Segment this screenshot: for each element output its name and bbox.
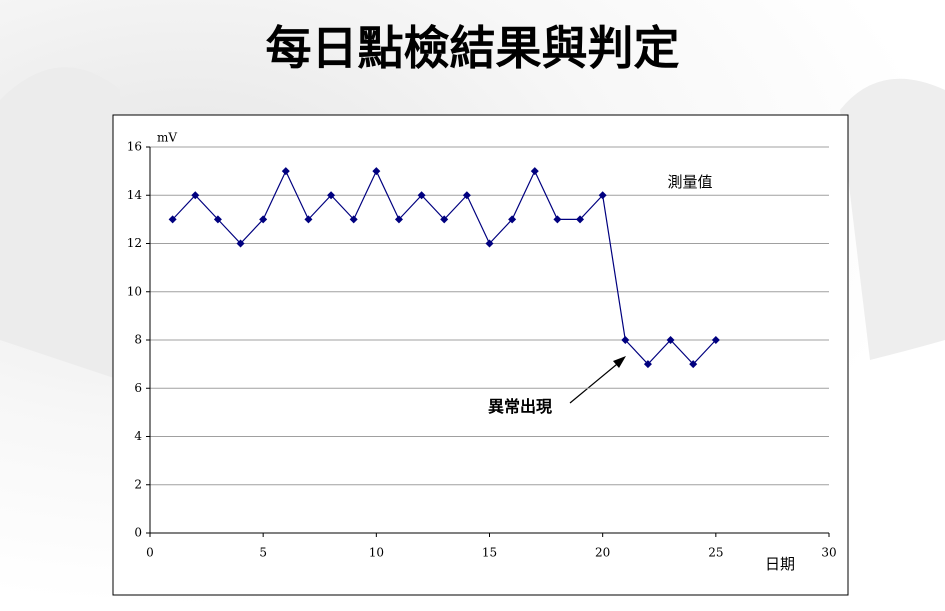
y-tick-label: 14	[127, 188, 143, 202]
y-tick-label: 2	[134, 477, 142, 491]
x-tick-label: 10	[369, 546, 384, 560]
data-point	[394, 215, 403, 224]
data-point	[621, 336, 630, 344]
data-point	[666, 336, 675, 344]
data-point	[711, 336, 720, 344]
data-point	[372, 167, 381, 176]
x-tick-label: 5	[259, 546, 267, 560]
x-tick-label: 30	[821, 546, 836, 560]
y-tick-label: 10	[127, 284, 142, 298]
y-tick-label: 12	[127, 236, 142, 250]
legend-entry: 測量值	[667, 174, 712, 191]
x-tick-label: 25	[708, 546, 723, 560]
x-tick-label: 0	[146, 546, 154, 560]
data-point	[259, 215, 268, 224]
data-point	[598, 191, 607, 200]
data-point	[462, 191, 471, 200]
data-point	[576, 215, 585, 224]
background-shape	[840, 78, 945, 360]
data-point	[304, 215, 313, 224]
y-axis-label: mV	[157, 131, 177, 145]
y-tick-label: 0	[134, 526, 142, 540]
x-tick-label: 15	[482, 546, 497, 560]
data-point	[213, 215, 222, 224]
data-point	[191, 191, 200, 200]
chart-frame	[112, 114, 849, 596]
data-point	[508, 215, 517, 224]
annotation-arrowhead	[613, 356, 626, 368]
y-tick-label: 16	[127, 140, 142, 154]
y-tick-label: 6	[134, 381, 142, 395]
data-point	[643, 360, 652, 369]
x-axis-label: 日期	[765, 556, 795, 573]
y-tick-label: 8	[134, 333, 142, 347]
slide-title: 每日點檢結果與判定	[265, 21, 680, 75]
background-shape	[0, 67, 120, 380]
data-point	[168, 215, 177, 224]
x-tick-label: 20	[595, 546, 610, 560]
annotation: 異常出現	[488, 397, 552, 416]
data-point	[689, 360, 698, 369]
data-point	[327, 191, 336, 200]
data-point	[417, 191, 426, 200]
data-point	[281, 167, 290, 176]
annotation-arrow	[569, 359, 623, 404]
data-point	[236, 239, 245, 248]
y-tick-label: 4	[134, 429, 142, 443]
data-point	[440, 215, 449, 224]
data-point	[530, 167, 539, 176]
data-point	[485, 239, 494, 248]
data-point	[349, 215, 358, 224]
data-point	[553, 215, 562, 224]
